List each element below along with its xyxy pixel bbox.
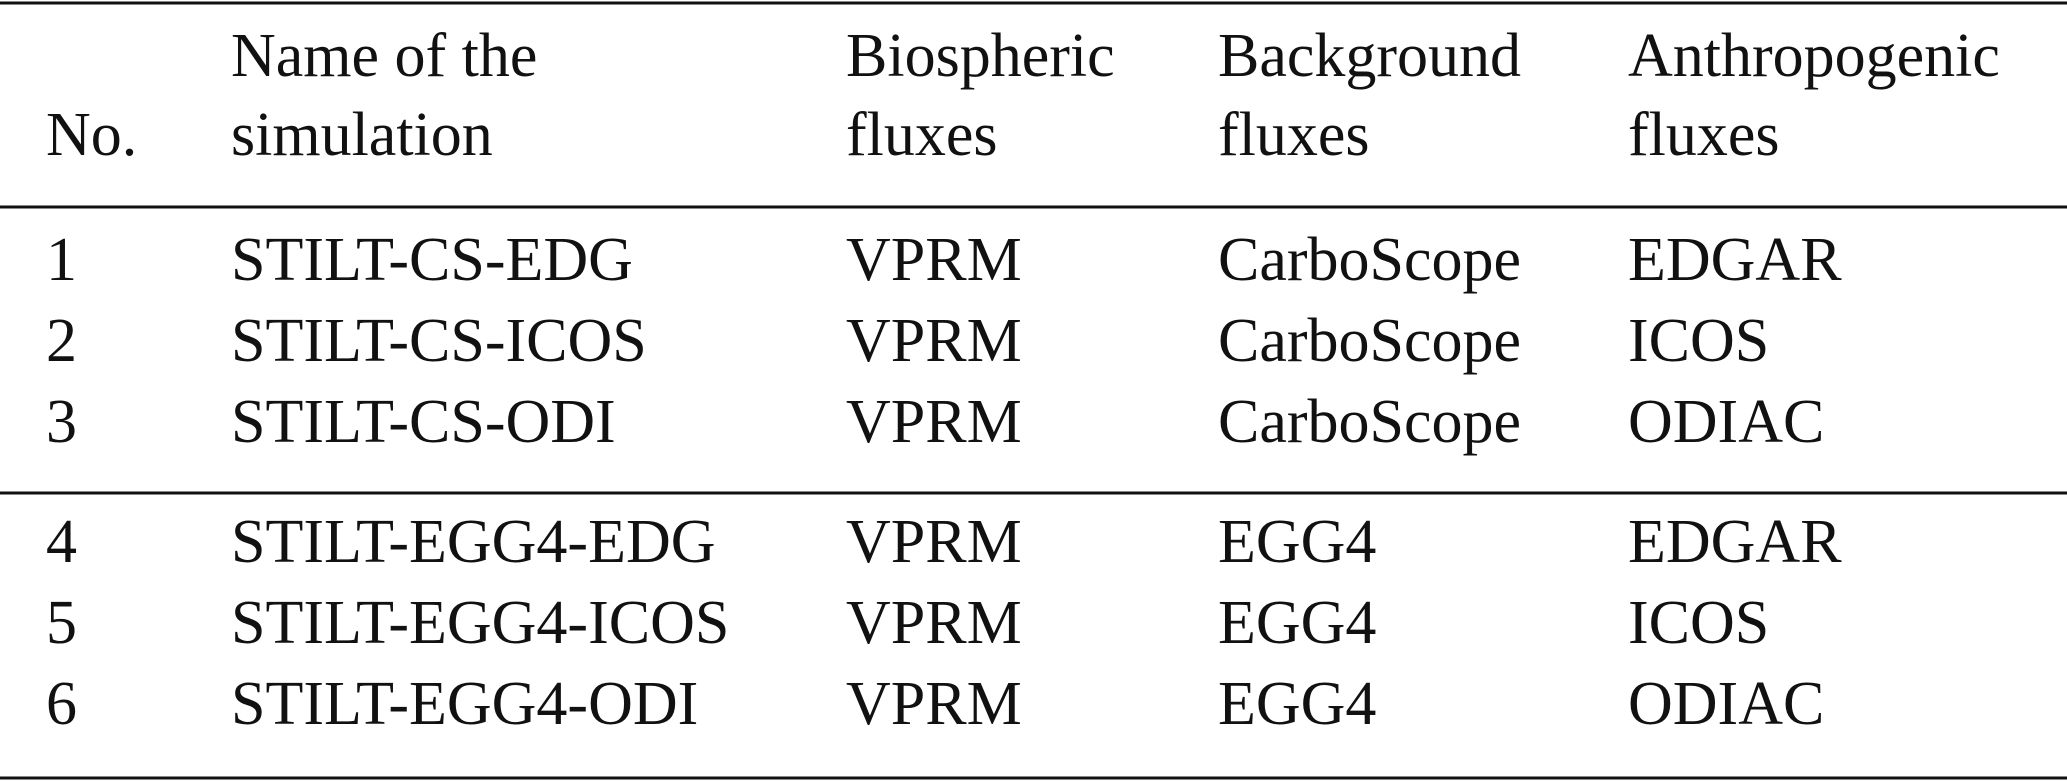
cell: ICOS <box>1628 589 1769 657</box>
header-cell: fluxes <box>846 101 998 169</box>
cell: CarboScope <box>1218 226 1521 294</box>
cell: 5 <box>46 589 77 657</box>
cell: ODIAC <box>1628 388 1824 456</box>
cell: 3 <box>46 388 77 456</box>
header-cell: fluxes <box>1218 101 1370 169</box>
header-cell: No. <box>46 101 137 169</box>
cell: STILT-CS-ODI <box>231 388 616 456</box>
cell: VPRM <box>846 589 1022 657</box>
cell: EDGAR <box>1628 508 1842 576</box>
cell: ICOS <box>1628 307 1769 375</box>
cell: STILT-EGG4-ODI <box>231 670 698 738</box>
cell: VPRM <box>846 226 1022 294</box>
cell: EGG4 <box>1218 670 1376 738</box>
cell: CarboScope <box>1218 307 1521 375</box>
header-cell: Name of the <box>231 22 537 90</box>
cell: VPRM <box>846 307 1022 375</box>
header-cell: fluxes <box>1628 101 1780 169</box>
cell: EGG4 <box>1218 508 1376 576</box>
header-cell: Anthropogenic <box>1628 22 2000 90</box>
cell: ODIAC <box>1628 670 1824 738</box>
cell: VPRM <box>846 508 1022 576</box>
cell: CarboScope <box>1218 388 1521 456</box>
cell: EGG4 <box>1218 589 1376 657</box>
header-cell: Biospheric <box>846 22 1115 90</box>
header-cell: Background <box>1218 22 1521 90</box>
cell: EDGAR <box>1628 226 1842 294</box>
cell: STILT-EGG4-ICOS <box>231 589 729 657</box>
cell: 2 <box>46 307 77 375</box>
header-cell: simulation <box>231 101 493 169</box>
cell: VPRM <box>846 388 1022 456</box>
cell: STILT-EGG4-EDG <box>231 508 716 576</box>
cell: STILT-CS-EDG <box>231 226 633 294</box>
cell: 6 <box>46 670 77 738</box>
cell: 4 <box>46 508 77 576</box>
cell: VPRM <box>846 670 1022 738</box>
cell: 1 <box>46 226 77 294</box>
cell: STILT-CS-ICOS <box>231 307 647 375</box>
